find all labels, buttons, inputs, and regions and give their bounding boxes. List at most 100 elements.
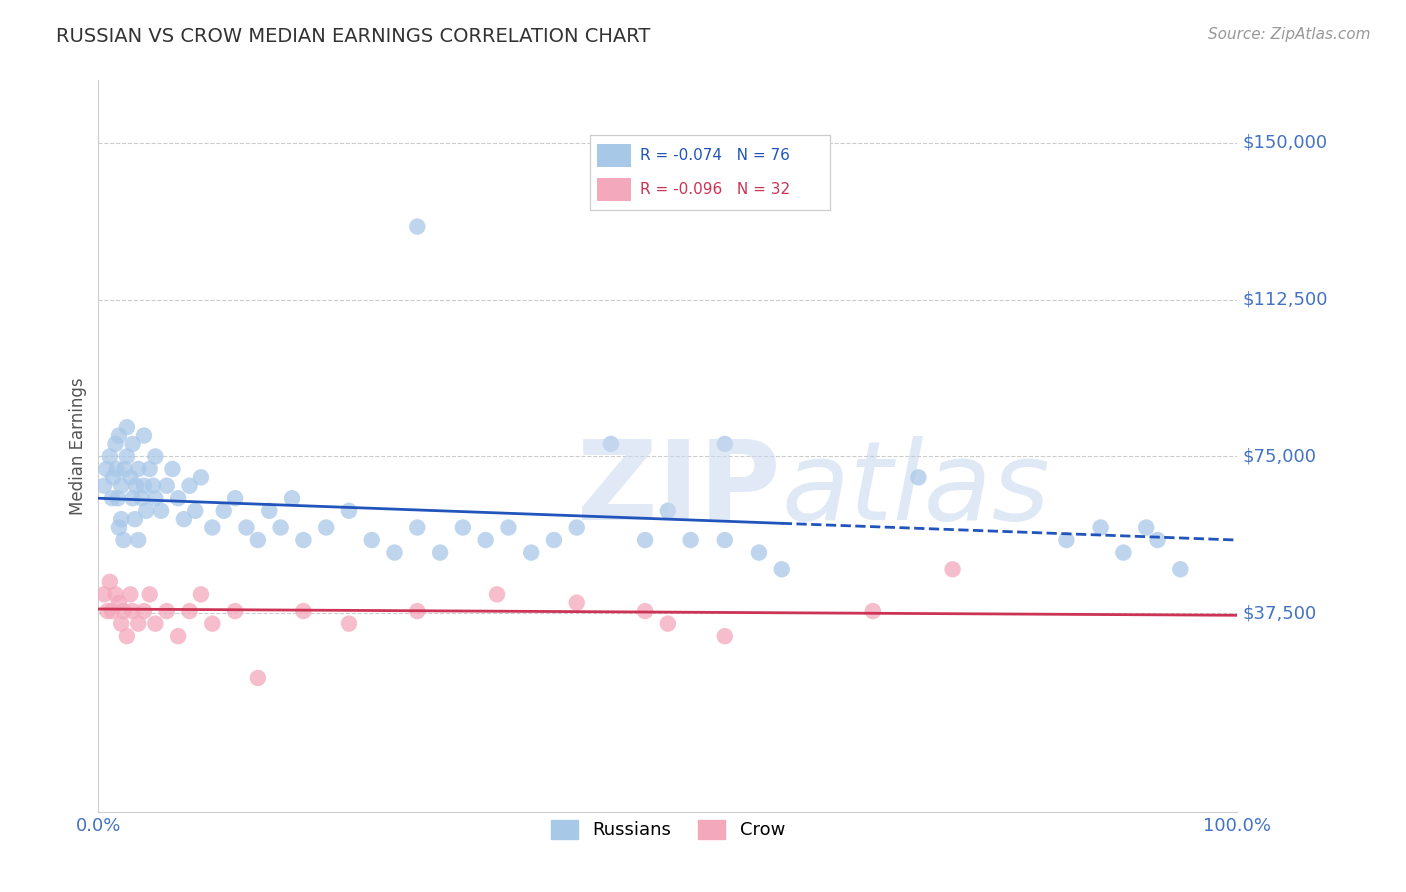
Point [235, 520, 257, 534]
Point [201, 520, 224, 534]
Point [565, 520, 588, 534]
Point [498, 520, 520, 534]
Point [127, 462, 149, 476]
Text: ZIP: ZIP [576, 436, 780, 543]
Point [190, 470, 212, 484]
Point [124, 512, 146, 526]
Point [1170, 562, 1192, 576]
Point [634, 604, 657, 618]
Point [543, 533, 565, 547]
Point [184, 504, 207, 518]
Point [246, 671, 269, 685]
Point [96, 462, 118, 476]
Point [138, 587, 160, 601]
Point [103, 470, 125, 484]
Point [120, 587, 142, 601]
Point [162, 462, 184, 476]
Point [101, 604, 124, 618]
Point [714, 437, 737, 451]
Point [281, 491, 304, 506]
Point [115, 629, 138, 643]
Point [714, 533, 737, 547]
Point [112, 604, 135, 618]
Point [121, 437, 143, 451]
Point [110, 479, 132, 493]
Point [156, 479, 179, 493]
Point [259, 504, 281, 518]
Point [167, 629, 190, 643]
Text: Source: ZipAtlas.com: Source: ZipAtlas.com [1208, 27, 1371, 42]
Legend: Russians, Crow: Russians, Crow [544, 813, 792, 847]
Point [115, 420, 138, 434]
Point [131, 491, 153, 506]
Point [679, 533, 702, 547]
Point [93, 587, 115, 601]
Text: $150,000: $150,000 [1243, 134, 1329, 152]
Point [125, 479, 148, 493]
Point [127, 616, 149, 631]
Point [360, 533, 382, 547]
Point [474, 533, 496, 547]
Point [114, 462, 136, 476]
Point [224, 604, 246, 618]
Point [120, 470, 142, 484]
Point [98, 574, 121, 589]
Text: RUSSIAN VS CROW MEDIAN EARNINGS CORRELATION CHART: RUSSIAN VS CROW MEDIAN EARNINGS CORRELAT… [56, 27, 651, 45]
Point [406, 604, 429, 618]
Point [1112, 545, 1135, 559]
Point [107, 491, 129, 506]
Point [212, 504, 235, 518]
Point [451, 520, 474, 534]
Point [190, 587, 212, 601]
Point [145, 450, 167, 464]
Point [115, 450, 138, 464]
Point [634, 533, 657, 547]
Point [657, 616, 679, 631]
Point [121, 604, 143, 618]
Point [132, 604, 155, 618]
Point [384, 545, 406, 559]
FancyBboxPatch shape [598, 178, 630, 201]
Point [1135, 520, 1157, 534]
Text: atlas: atlas [782, 436, 1050, 543]
Point [337, 504, 360, 518]
Point [127, 533, 149, 547]
Text: $75,000: $75,000 [1243, 448, 1317, 466]
Point [942, 562, 965, 576]
Point [292, 533, 315, 547]
Point [145, 616, 167, 631]
Point [1090, 520, 1112, 534]
Point [138, 462, 160, 476]
Point [1054, 533, 1078, 547]
Point [748, 545, 770, 559]
Point [104, 587, 127, 601]
Point [862, 604, 884, 618]
Point [201, 616, 224, 631]
Point [429, 545, 451, 559]
Text: R = -0.074   N = 76: R = -0.074 N = 76 [640, 148, 790, 163]
Point [150, 504, 173, 518]
Point [110, 616, 132, 631]
Point [132, 428, 155, 442]
Point [565, 596, 588, 610]
Point [486, 587, 509, 601]
Point [145, 491, 167, 506]
Point [108, 428, 131, 442]
Point [657, 504, 679, 518]
Point [337, 616, 360, 631]
Point [108, 520, 131, 534]
Point [315, 520, 337, 534]
Point [714, 629, 737, 643]
Point [520, 545, 543, 559]
Point [121, 491, 143, 506]
Point [105, 462, 128, 476]
Point [110, 512, 132, 526]
Point [600, 437, 623, 451]
Text: $112,500: $112,500 [1243, 291, 1329, 309]
Point [98, 450, 121, 464]
Point [101, 491, 124, 506]
Point [770, 562, 793, 576]
Y-axis label: Median Earnings: Median Earnings [69, 377, 87, 515]
Point [93, 479, 115, 493]
Point [1146, 533, 1168, 547]
